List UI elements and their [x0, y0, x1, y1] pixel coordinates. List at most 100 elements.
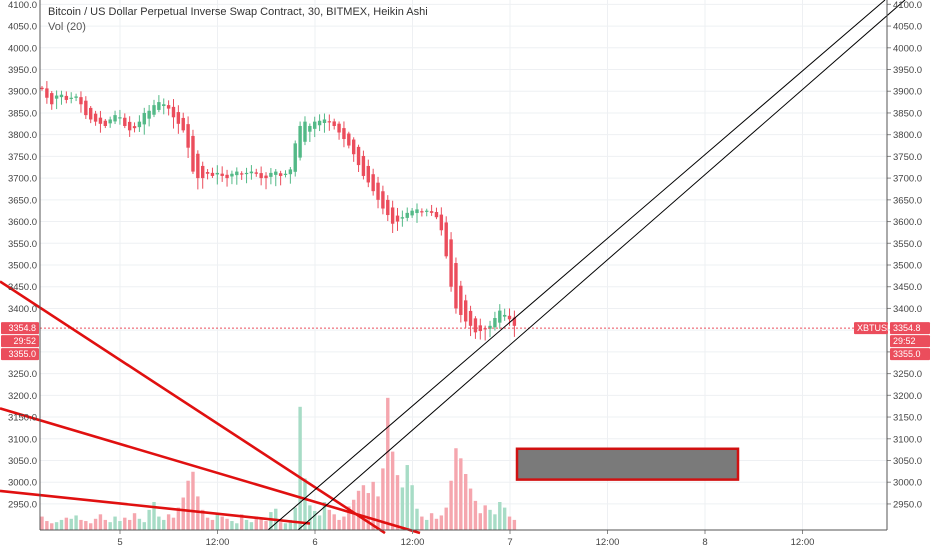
volume-bar: [381, 468, 385, 530]
last-price-tag-right-bg: [890, 322, 930, 335]
volume-bar: [152, 502, 156, 530]
x-tick-label: 12:00: [401, 537, 425, 548]
volume-bar: [507, 516, 512, 530]
x-tick-label: 12:00: [596, 537, 620, 548]
x-tick-label: 12:00: [206, 537, 230, 548]
y-tick-label: 3050.0: [8, 456, 37, 467]
candle-body: [264, 175, 268, 179]
volume-bar: [434, 518, 439, 530]
volume-bar: [142, 522, 146, 530]
volume-bar: [113, 516, 117, 530]
candle-body: [498, 310, 502, 323]
candle-body: [512, 317, 517, 326]
volume-bar: [512, 519, 517, 530]
y-tick-label: 3650.0: [893, 195, 922, 206]
y-tick-label: 3600.0: [8, 217, 37, 228]
candle-body: [386, 199, 390, 216]
volume-bar: [137, 518, 142, 530]
y-tick-label: 3950.0: [8, 65, 37, 76]
volume-bar: [366, 493, 370, 530]
y-tick-label: 4000.0: [893, 43, 922, 54]
volume-bar: [54, 522, 59, 530]
y-tick-label: 3250.0: [8, 369, 37, 380]
candle-body: [79, 97, 83, 105]
trend-line: [0, 489, 311, 525]
candle-body: [244, 172, 249, 175]
channel-line: [267, 0, 886, 531]
volume-bar: [118, 521, 122, 530]
y-tick-label: 3750.0: [8, 152, 37, 163]
last-price-tag-right: 3354.8: [893, 323, 921, 333]
volume-bar: [322, 502, 327, 530]
volume-bar: [40, 516, 44, 530]
candle-body: [166, 105, 171, 109]
candle-body: [113, 115, 117, 122]
candle-body: [459, 285, 463, 315]
volume-bar: [429, 513, 434, 530]
volume-bar: [293, 507, 297, 530]
y-tick-label: 4050.0: [8, 22, 37, 33]
candle-body: [351, 139, 356, 155]
right-price-scale[interactable]: 2950.0 3000.0 3050.0 3100.0 3150.0 3200.0 3250…: [893, 0, 922, 510]
volume-bars: [40, 397, 517, 530]
volume-bar: [342, 516, 346, 530]
candle-body: [361, 155, 366, 176]
candle-body: [64, 95, 69, 100]
candle-body: [434, 212, 439, 218]
volume-bar: [79, 519, 83, 530]
y-tick-label: 3850.0: [8, 108, 37, 119]
candle-body: [176, 112, 181, 124]
annotation-rectangle[interactable]: [515, 447, 740, 481]
candle-body: [308, 125, 312, 132]
candle-body: [473, 318, 478, 333]
volume-bar: [386, 397, 390, 530]
volume-bar: [337, 519, 341, 530]
volume-indicator-label[interactable]: Vol (20): [48, 21, 86, 33]
volume-bar: [225, 518, 229, 530]
candle-body: [201, 165, 205, 179]
y-tick-label: 2950.0: [8, 499, 37, 510]
y-tick-label: 3000.0: [8, 478, 37, 489]
candle-body: [45, 88, 49, 98]
candle-body: [488, 325, 492, 329]
candle-body: [230, 173, 234, 177]
candle-body: [400, 217, 405, 219]
candle-body: [405, 212, 409, 218]
volume-bar: [425, 519, 429, 530]
candle-body: [342, 128, 346, 140]
time-scale[interactable]: 5 12:00 6 12:00 7 12:00 8 12:00: [117, 537, 814, 548]
volume-bar: [327, 509, 332, 530]
channel-line: [297, 0, 906, 531]
candle-body: [376, 182, 380, 200]
candle-body: [220, 173, 224, 176]
candle-body: [205, 172, 210, 174]
volume-bar: [400, 487, 405, 530]
volume-bar: [444, 507, 448, 530]
volume-bar: [298, 406, 302, 530]
symbol-title[interactable]: Bitcoin / US Dollar Perpetual Inverse Sw…: [48, 6, 428, 18]
candle-body: [249, 171, 254, 174]
volume-bar: [463, 474, 468, 530]
volume-bar: [254, 516, 258, 530]
candle-body: [449, 239, 453, 287]
candle-body: [371, 174, 375, 192]
candle-body: [147, 110, 151, 119]
left-price-scale[interactable]: 2950.0 3000.0 3050.0 3100.0 3150.0 3200.0 3250…: [8, 0, 37, 510]
candle-body: [429, 211, 434, 213]
volume-bar: [488, 509, 492, 530]
volume-bar: [50, 523, 54, 530]
drawn-lines[interactable]: [0, 0, 906, 535]
y-tick-label: 3150.0: [8, 413, 37, 424]
volume-bar: [483, 505, 487, 530]
candle-body: [254, 172, 258, 174]
candle-body: [157, 102, 161, 110]
volume-bar: [205, 517, 210, 530]
y-tick-label: 3800.0: [8, 130, 37, 141]
candle-body: [274, 171, 278, 175]
candle-body: [317, 120, 322, 126]
grid: [40, 0, 887, 530]
candle-body: [366, 165, 370, 183]
candle-body: [502, 314, 507, 317]
volume-bar: [303, 478, 307, 530]
